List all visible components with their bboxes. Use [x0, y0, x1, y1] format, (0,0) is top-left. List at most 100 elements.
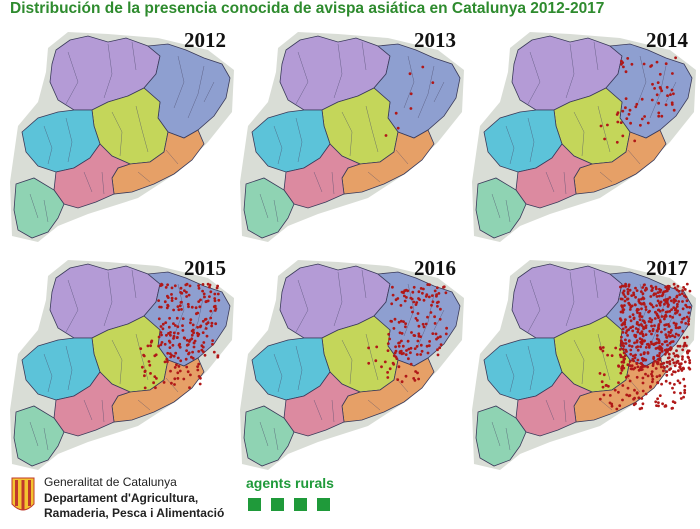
county-boundary [173, 55, 185, 109]
sighting-dot [641, 302, 645, 306]
sighting-dot [672, 306, 676, 309]
sighting-dot [408, 72, 412, 76]
region-terres-ebre [13, 177, 65, 239]
sighting-dot [632, 316, 636, 320]
sighting-dot [175, 363, 178, 367]
sighting-dot [646, 121, 650, 125]
sighting-dot [639, 345, 642, 349]
sighting-dot [411, 290, 415, 294]
sighting-dot [211, 339, 215, 342]
sighting-dot [409, 296, 413, 300]
county-boundary [273, 125, 283, 165]
sighting-dot [666, 302, 669, 305]
sighting-dot [622, 65, 625, 69]
sighting-dot [598, 346, 602, 349]
sighting-dot [658, 86, 662, 89]
sighting-dot [628, 108, 632, 112]
sighting-dot [424, 295, 428, 298]
sighting-dot [182, 377, 186, 381]
sighting-dot [188, 284, 192, 288]
sighting-dot [622, 356, 625, 359]
sighting-dot [178, 369, 182, 373]
sighting-dot [638, 318, 642, 321]
sighting-dot [205, 334, 209, 338]
sighting-dot [604, 384, 608, 387]
sighting-dot [644, 305, 648, 309]
sighting-dot [166, 303, 170, 307]
sighting-dot [641, 376, 645, 380]
sighting-dot [676, 309, 679, 313]
sighting-dot [626, 57, 630, 60]
sighting-dot [668, 360, 672, 363]
sighting-dot [412, 300, 416, 304]
county-boundary [137, 399, 151, 411]
sighting-dot [216, 292, 220, 296]
sighting-dot [152, 381, 156, 385]
sighting-dot [681, 329, 685, 333]
sighting-dot [644, 333, 648, 336]
sighting-dot [665, 289, 669, 293]
map-panel-2013: 2013 [238, 22, 470, 244]
sighting-dot [426, 315, 429, 319]
sighting-dot [616, 111, 620, 115]
sighting-dot [628, 344, 631, 348]
sighting-dot [437, 292, 441, 295]
sighting-dot [677, 300, 681, 303]
county-boundary [573, 339, 585, 385]
region-tarragona [283, 371, 362, 437]
sighting-dot [624, 282, 627, 286]
sighting-dot [185, 295, 189, 298]
catalonia-map [10, 260, 234, 470]
sighting-dot [651, 329, 655, 333]
county-boundary [565, 43, 575, 99]
county-boundary [165, 149, 179, 165]
sighting-dot [404, 374, 408, 378]
sighting-dot [163, 300, 167, 304]
sighting-dot [639, 123, 642, 127]
sighting-dot [204, 300, 208, 304]
sighting-dot [672, 370, 675, 374]
sighting-dot [636, 358, 640, 362]
sighting-dot [687, 319, 690, 323]
sighting-dot [413, 379, 417, 382]
sighting-dot [170, 293, 173, 296]
sighting-dot [672, 391, 676, 394]
sighting-dot [388, 337, 391, 341]
sighting-dot [213, 309, 217, 312]
sighting-dot [165, 333, 168, 337]
sighting-dot [641, 319, 645, 323]
sighting-dot [687, 317, 691, 321]
sighting-dot [649, 340, 653, 344]
sighting-dot [674, 56, 677, 60]
sighting-dot [175, 336, 179, 339]
sighting-dot [628, 303, 632, 307]
county-boundary [341, 111, 353, 157]
sighting-dot [651, 377, 655, 381]
sighting-dot [636, 365, 640, 369]
sighting-dot [661, 362, 664, 366]
sighting-dot [671, 340, 675, 343]
sighting-dot [159, 343, 163, 347]
sighting-dot [665, 365, 669, 368]
sighting-dot [400, 290, 404, 294]
sighting-dot [397, 365, 401, 369]
sighting-dot [664, 379, 668, 383]
sighting-dot [168, 352, 172, 355]
sighting-dot [606, 123, 609, 127]
sighting-dot [654, 400, 658, 404]
sighting-dot [613, 388, 617, 392]
sighting-dot [682, 377, 686, 381]
sighting-dot [678, 344, 682, 348]
sighting-dot [646, 365, 649, 369]
sighting-dot [649, 284, 653, 288]
sighting-dot [201, 319, 205, 323]
sighting-dot [639, 353, 643, 356]
sighting-dot [636, 307, 639, 311]
sighting-dot [684, 303, 688, 307]
sighting-dot [197, 284, 201, 287]
sighting-dot [664, 103, 668, 107]
sighting-dot [143, 386, 147, 390]
sighting-dot [623, 299, 627, 303]
sighting-dot [673, 401, 677, 404]
map-title: Distribución de la presencia conocida de… [10, 0, 605, 17]
